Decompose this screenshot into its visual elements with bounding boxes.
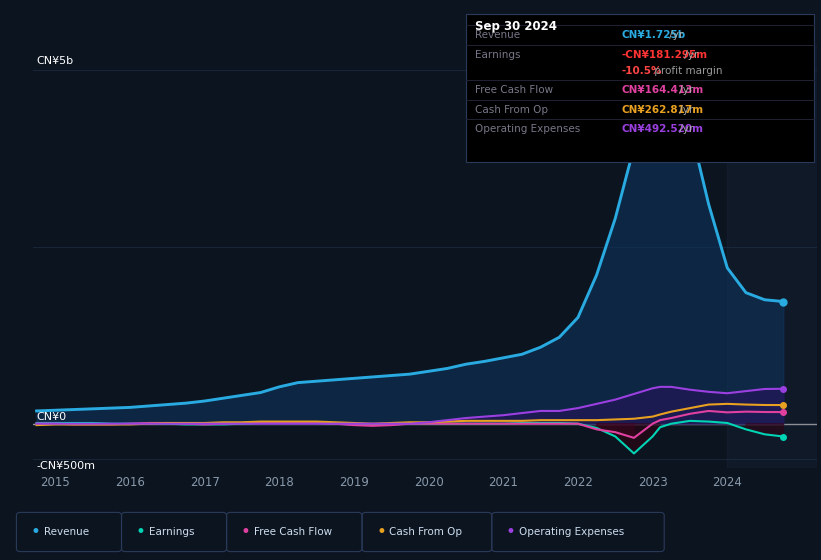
Text: Sep 30 2024: Sep 30 2024 (475, 20, 557, 32)
Text: /yr: /yr (676, 124, 693, 134)
Text: /yr: /yr (676, 85, 693, 95)
Bar (727, 45, 817, 468)
Text: •: • (30, 523, 40, 541)
Text: CN¥164.413m: CN¥164.413m (621, 85, 704, 95)
Text: /yr: /yr (681, 50, 698, 60)
Text: CN¥1.725b: CN¥1.725b (621, 30, 686, 40)
Text: Operating Expenses: Operating Expenses (475, 124, 580, 134)
Text: Free Cash Flow: Free Cash Flow (475, 85, 553, 95)
Text: Revenue: Revenue (475, 30, 521, 40)
Text: CN¥262.817m: CN¥262.817m (621, 105, 704, 115)
Text: Earnings: Earnings (149, 527, 194, 537)
Text: Free Cash Flow: Free Cash Flow (254, 527, 332, 537)
Text: Cash From Op: Cash From Op (475, 105, 548, 115)
Text: -10.5%: -10.5% (621, 66, 662, 76)
Text: •: • (506, 523, 516, 541)
Text: •: • (241, 523, 250, 541)
Text: CN¥0: CN¥0 (37, 412, 67, 422)
Text: profit margin: profit margin (651, 66, 722, 76)
Text: Operating Expenses: Operating Expenses (519, 527, 624, 537)
Text: /yr: /yr (676, 105, 693, 115)
Text: Cash From Op: Cash From Op (389, 527, 462, 537)
Text: •: • (376, 523, 386, 541)
Text: /yr: /yr (666, 30, 683, 40)
Text: Revenue: Revenue (44, 527, 89, 537)
Text: CN¥5b: CN¥5b (37, 56, 74, 66)
Text: -CN¥500m: -CN¥500m (37, 460, 96, 470)
Text: -CN¥181.295m: -CN¥181.295m (621, 50, 708, 60)
Text: CN¥492.520m: CN¥492.520m (621, 124, 704, 134)
Text: Earnings: Earnings (475, 50, 521, 60)
Text: •: • (135, 523, 145, 541)
